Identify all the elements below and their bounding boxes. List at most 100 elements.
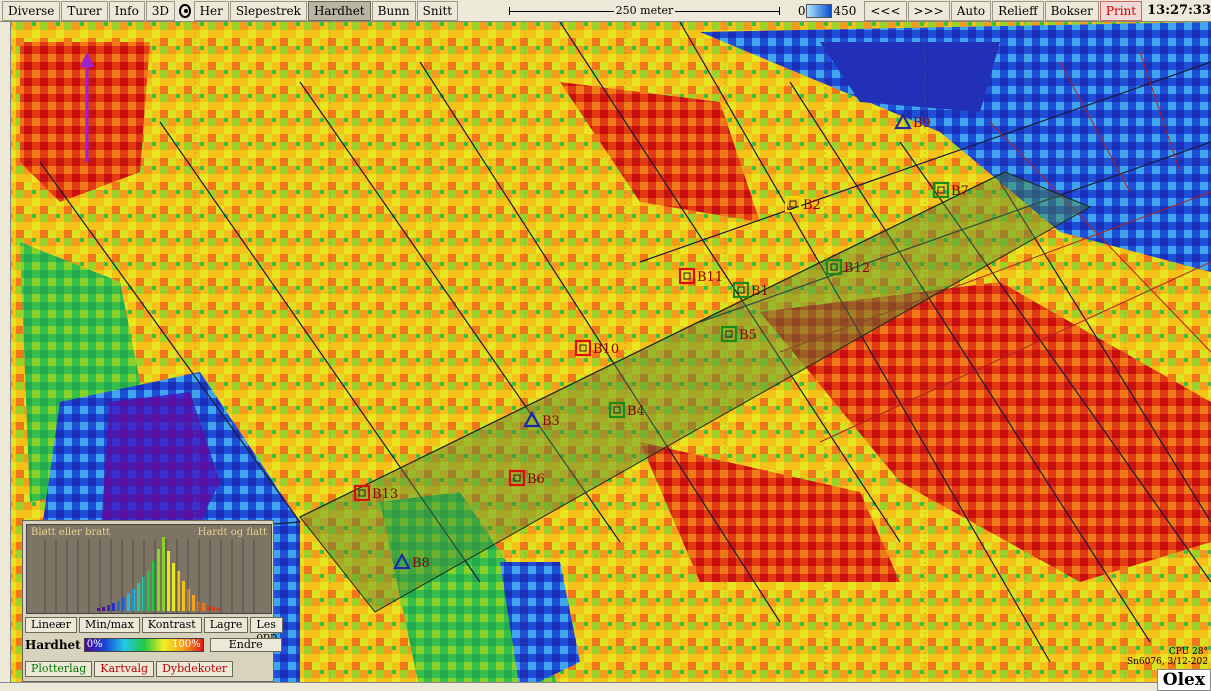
save-button[interactable]: Lagre	[203, 617, 249, 633]
marker-b13[interactable]: B13	[353, 484, 398, 502]
cpu-temp: CPU 28°	[1168, 647, 1208, 657]
contrast-button[interactable]: Kontrast	[141, 617, 202, 633]
histogram-bar	[122, 597, 125, 611]
relieff-button[interactable]: Relieff	[992, 0, 1044, 21]
dybdekoter-button[interactable]: Dybdekoter	[156, 661, 234, 677]
scale-label: 250 meter	[613, 4, 676, 17]
histogram-bar	[217, 608, 220, 611]
menu-info[interactable]: Info	[108, 0, 145, 21]
plotterlag-button[interactable]: Plotterlag	[25, 661, 93, 677]
histogram-bar	[97, 608, 100, 611]
hardhet-label: Hardhet	[25, 638, 81, 652]
histogram-bar	[172, 563, 175, 611]
top-toolbar: Diverse Turer Info 3D Her Slepestrek Har…	[0, 0, 1211, 22]
marker-b9[interactable]: B9	[894, 112, 931, 131]
target-icon[interactable]	[179, 3, 191, 18]
scale-bar: 250 meter	[509, 3, 780, 19]
bottom-coordinate-ruler	[0, 682, 1211, 691]
zoom-in-button[interactable]: >>>	[907, 0, 950, 21]
kartvalg-button[interactable]: Kartvalg	[94, 661, 155, 677]
depth-max: 450	[833, 3, 857, 18]
marker-b12[interactable]: B12	[825, 258, 870, 276]
status-info: CPU 28° Sn6076, 3/12-202	[1127, 647, 1208, 667]
marker-b2[interactable]: B2	[784, 195, 821, 213]
her-button[interactable]: Her	[193, 0, 229, 21]
marker-label: B7	[951, 184, 969, 199]
linear-button[interactable]: Lineær	[25, 617, 78, 633]
histogram-bars	[44, 537, 255, 613]
left-coordinate-ruler	[0, 22, 11, 691]
histogram-bar	[207, 606, 210, 611]
minmax-button[interactable]: Min/max	[79, 617, 140, 633]
olex-logo: Olex	[1156, 669, 1211, 691]
histogram-bar	[147, 571, 150, 611]
endre-button[interactable]: Endre	[209, 638, 282, 652]
clock: 13:27:33	[1147, 3, 1211, 18]
pct-max: 100%	[172, 639, 201, 650]
depth-min: 0	[797, 3, 806, 18]
histogram-bar	[202, 603, 205, 611]
histogram-left-label: Bløtt eller bratt	[31, 527, 111, 538]
marker-label: B11	[697, 270, 723, 285]
zoom-out-button[interactable]: <<<	[864, 0, 907, 21]
histogram-bar	[132, 589, 135, 611]
marker-label: B2	[803, 198, 821, 213]
marker-b6[interactable]: B6	[508, 469, 545, 487]
hardness-color-scale: 0% 100%	[83, 638, 204, 652]
histogram-bar	[162, 537, 165, 611]
histogram-right-label: Hardt og flatt	[197, 527, 267, 538]
marker-label: B1	[751, 284, 769, 299]
histogram-bar	[177, 571, 180, 611]
marker-b8[interactable]: B8	[393, 552, 430, 571]
marker-b5[interactable]: B5	[720, 325, 757, 343]
menu-turer[interactable]: Turer	[61, 0, 108, 21]
north-arrow-icon	[80, 52, 94, 162]
marker-b7[interactable]: B7	[932, 181, 969, 199]
mode-slepestrek[interactable]: Slepestrek	[229, 0, 307, 21]
histogram-bar	[127, 593, 130, 611]
histogram-bar	[152, 561, 155, 611]
histogram-bar	[142, 577, 145, 611]
marker-label: B12	[844, 261, 870, 276]
menu-diverse[interactable]: Diverse	[2, 0, 61, 21]
histogram-bar	[197, 601, 200, 611]
marker-b11[interactable]: B11	[678, 267, 723, 285]
marker-b4[interactable]: B4	[608, 401, 645, 419]
marker-b1[interactable]: B1	[732, 281, 769, 299]
marker-label: B4	[627, 404, 645, 419]
marker-label: B6	[527, 472, 545, 487]
histogram-bar	[167, 551, 170, 611]
marker-label: B5	[739, 328, 757, 343]
marker-b10[interactable]: B10	[574, 339, 619, 357]
menu-3d[interactable]: 3D	[145, 0, 176, 21]
version-info: Sn6076, 3/12-202	[1126, 657, 1208, 667]
histogram-bar	[117, 601, 120, 611]
histogram-bar	[187, 589, 190, 611]
load-button[interactable]: Les opp	[250, 617, 284, 643]
marker-label: B8	[412, 556, 430, 571]
mode-bunn[interactable]: Bunn	[371, 0, 416, 21]
marker-label: B3	[542, 414, 560, 429]
histogram-bar	[107, 605, 110, 611]
auto-button[interactable]: Auto	[950, 0, 992, 21]
marker-label: B13	[372, 487, 398, 502]
pct-min: 0%	[86, 639, 103, 650]
histogram-bar	[192, 595, 195, 611]
mode-snitt[interactable]: Snitt	[416, 0, 459, 21]
marker-b3[interactable]: B3	[523, 410, 560, 429]
print-button[interactable]: Print	[1099, 0, 1143, 21]
histogram-bar	[212, 607, 215, 611]
bokser-button[interactable]: Bokser	[1044, 0, 1099, 21]
hardness-panel: Bløtt eller bratt Hardt og flatt Lineær …	[22, 520, 284, 682]
histogram-bar	[182, 581, 185, 611]
markers-layer: B1 B2 B3 B4 B5 B6 B7 B8 B9 B10 B11 B12 B13	[353, 112, 969, 571]
mode-hardhet[interactable]: Hardhet	[307, 0, 371, 21]
histogram-bar	[137, 583, 140, 611]
hardness-histogram: Bløtt eller bratt Hardt og flatt	[26, 524, 272, 614]
depth-color-bar	[806, 3, 833, 18]
histogram-bar	[102, 607, 105, 611]
depth-range[interactable]: 0 450	[797, 3, 857, 18]
marker-label: B10	[593, 342, 619, 357]
hardness-map[interactable]: B1 B2 B3 B4 B5 B6 B7 B8 B9 B10 B11 B12 B13	[0, 22, 1211, 691]
histogram-bar	[112, 603, 115, 611]
